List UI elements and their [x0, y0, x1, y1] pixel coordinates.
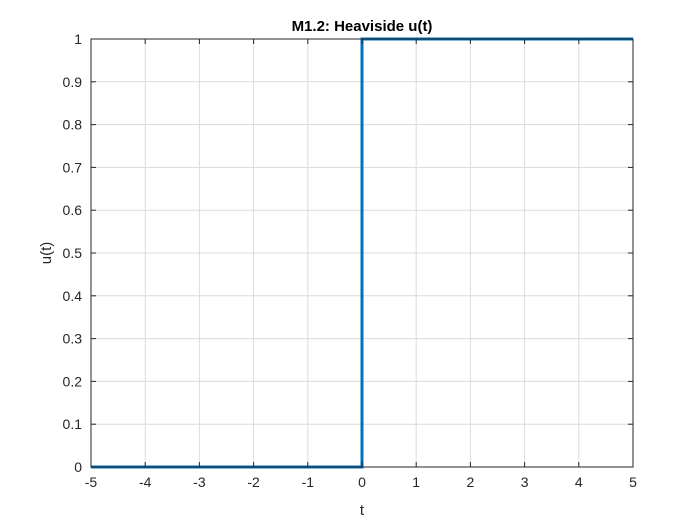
x-tick-label: 1 [412, 474, 420, 490]
y-tick-label: 0.3 [63, 331, 83, 347]
x-tick-label: 5 [629, 474, 637, 490]
y-tick-label: 0.2 [63, 373, 83, 389]
y-tick-label: 0.9 [63, 74, 83, 90]
x-axis-label: t [360, 502, 365, 519]
y-axis-label: u(t) [38, 242, 55, 265]
y-tick-label: 0.1 [63, 416, 83, 432]
x-tick-label: -2 [247, 474, 260, 490]
ticks: -5 -4 -3 -2 -1 0 1 2 3 4 5 0 0.1 0.2 0.3 0.4 0.5 0.6 0.7 0.… [63, 31, 638, 490]
x-tick-label: -3 [193, 474, 206, 490]
x-tick-label: 3 [521, 474, 529, 490]
y-tick-label: 0.4 [63, 288, 83, 304]
x-tick-label: 4 [575, 474, 583, 490]
chart-title: M1.2: Heaviside u(t) [292, 18, 433, 35]
y-tick-label: 0.8 [63, 117, 83, 133]
y-tick-label: 1 [74, 31, 82, 47]
x-tick-label: 2 [467, 474, 475, 490]
y-tick-label: 0.6 [63, 202, 83, 218]
y-tick-label: 0 [74, 459, 82, 475]
x-tick-label: -4 [139, 474, 152, 490]
x-tick-label: -5 [85, 474, 98, 490]
x-tick-label: -1 [302, 474, 315, 490]
y-tick-label: 0.5 [63, 245, 83, 261]
y-tick-label: 0.7 [63, 159, 83, 175]
x-tick-label: 0 [358, 474, 366, 490]
